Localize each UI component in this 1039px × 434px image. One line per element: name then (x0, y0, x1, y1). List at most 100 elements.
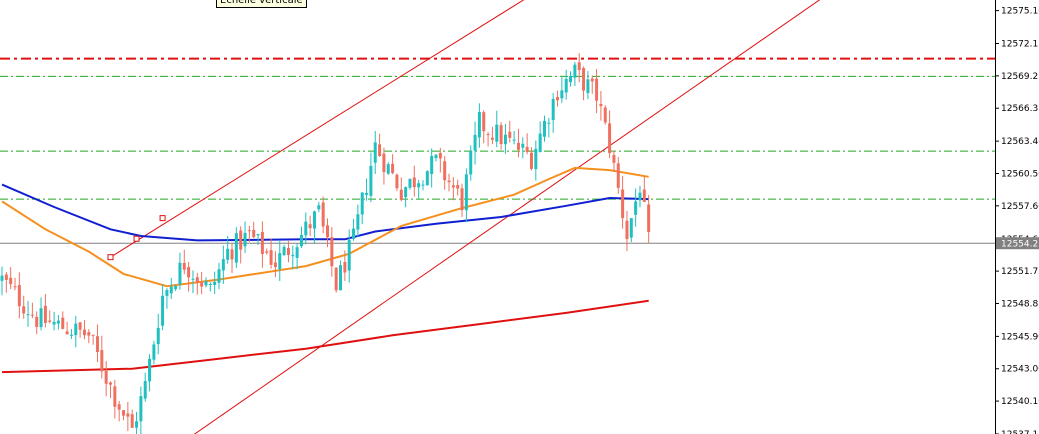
candle-body (156, 327, 160, 345)
candle-body (35, 316, 39, 327)
candle-body (78, 322, 82, 330)
candle-body (130, 414, 134, 428)
candle-body (612, 154, 616, 163)
candle-72 (312, 210, 316, 244)
candle-105 (456, 179, 460, 196)
candle-body (404, 187, 408, 198)
candle-101 (438, 147, 442, 173)
horizontal-levels (0, 57, 995, 244)
candle-82 (356, 204, 360, 237)
candle-body (61, 317, 65, 329)
candle-body (13, 286, 17, 288)
candle-43 (187, 261, 191, 292)
price-tick-label-6: 12557.60 (1001, 202, 1039, 212)
candle-body (417, 183, 421, 188)
channel-anchor-2 (159, 215, 166, 222)
candle-6 (26, 300, 30, 327)
candle-35 (152, 340, 156, 365)
candle-body (616, 163, 620, 188)
candle-body (347, 239, 351, 271)
candle-129 (560, 77, 564, 103)
candle-54 (234, 227, 238, 269)
candle-body (9, 277, 13, 285)
candle-68 (295, 243, 299, 270)
channel-anchor-1 (133, 235, 140, 242)
candle-10 (43, 293, 47, 328)
candle-38 (165, 288, 169, 309)
candle-body (460, 188, 464, 211)
candle-28 (122, 409, 126, 421)
price-tick-label-5: 12560.50 (1001, 169, 1039, 179)
candle-body (495, 124, 499, 142)
candle-body (590, 78, 594, 82)
candle-124 (538, 121, 542, 153)
candle-74 (321, 196, 325, 234)
candle-body (525, 146, 529, 152)
candle-81 (352, 218, 356, 241)
candle-body (434, 154, 438, 159)
candle-body (200, 282, 204, 287)
candle-149 (647, 194, 651, 244)
candle-110 (477, 103, 481, 148)
candle-body (104, 370, 108, 384)
candle-63 (273, 251, 277, 278)
candle-136 (590, 75, 594, 94)
candle-body (117, 404, 121, 410)
candle-body (95, 336, 99, 353)
candle-body (74, 323, 78, 336)
candle-108 (469, 145, 473, 181)
candle-113 (490, 126, 494, 145)
candle-body (382, 153, 386, 173)
candle-body (230, 249, 234, 260)
candle-body (221, 259, 225, 271)
candles (0, 53, 651, 434)
candle-body (625, 220, 629, 240)
candle-92 (399, 177, 403, 202)
candle-104 (451, 177, 455, 201)
moving-averages (1, 166, 649, 374)
channel-lines (110, 0, 821, 434)
candle-118 (512, 130, 516, 145)
price-tick-label-12: 12540.10 (1001, 397, 1039, 407)
candle-body (408, 178, 412, 188)
candle-40 (174, 284, 178, 291)
candle-body (343, 262, 347, 273)
candle-137 (595, 69, 599, 114)
candle-body (352, 228, 356, 239)
candle-147 (638, 185, 642, 208)
candle-body (595, 78, 599, 101)
price-axis: 12575.10 12572.15 12569.25 12566.35 12563.40… (995, 0, 1039, 434)
candle-body (399, 189, 403, 200)
candle-91 (395, 173, 399, 191)
candle-59 (256, 233, 260, 245)
candle-138 (599, 90, 603, 121)
candle-body (226, 248, 230, 260)
candle-75 (326, 218, 329, 248)
candle-22 (95, 324, 99, 363)
candle-11 (48, 310, 52, 324)
candle-109 (473, 121, 477, 165)
candle-41 (178, 252, 182, 290)
candle-body (490, 137, 494, 140)
candle-body (486, 134, 490, 136)
candle-47 (204, 277, 208, 288)
candle-body (551, 98, 555, 121)
candle-87 (378, 133, 382, 157)
candle-13 (56, 315, 60, 330)
candle-body (256, 234, 260, 236)
candle-19 (82, 319, 86, 340)
candle-body (629, 218, 633, 238)
candle-125 (543, 115, 546, 142)
candle-44 (191, 270, 195, 294)
candle-body (213, 281, 217, 285)
candle-body (87, 332, 91, 336)
channel-line-0 (110, 0, 525, 258)
candle-body (534, 148, 538, 170)
candle-45 (195, 272, 199, 295)
price-tick-label-1: 12572.15 (1001, 40, 1039, 50)
price-tick-label-0: 12575.10 (1001, 7, 1039, 17)
candle-body (169, 286, 173, 294)
candle-body (208, 284, 212, 286)
